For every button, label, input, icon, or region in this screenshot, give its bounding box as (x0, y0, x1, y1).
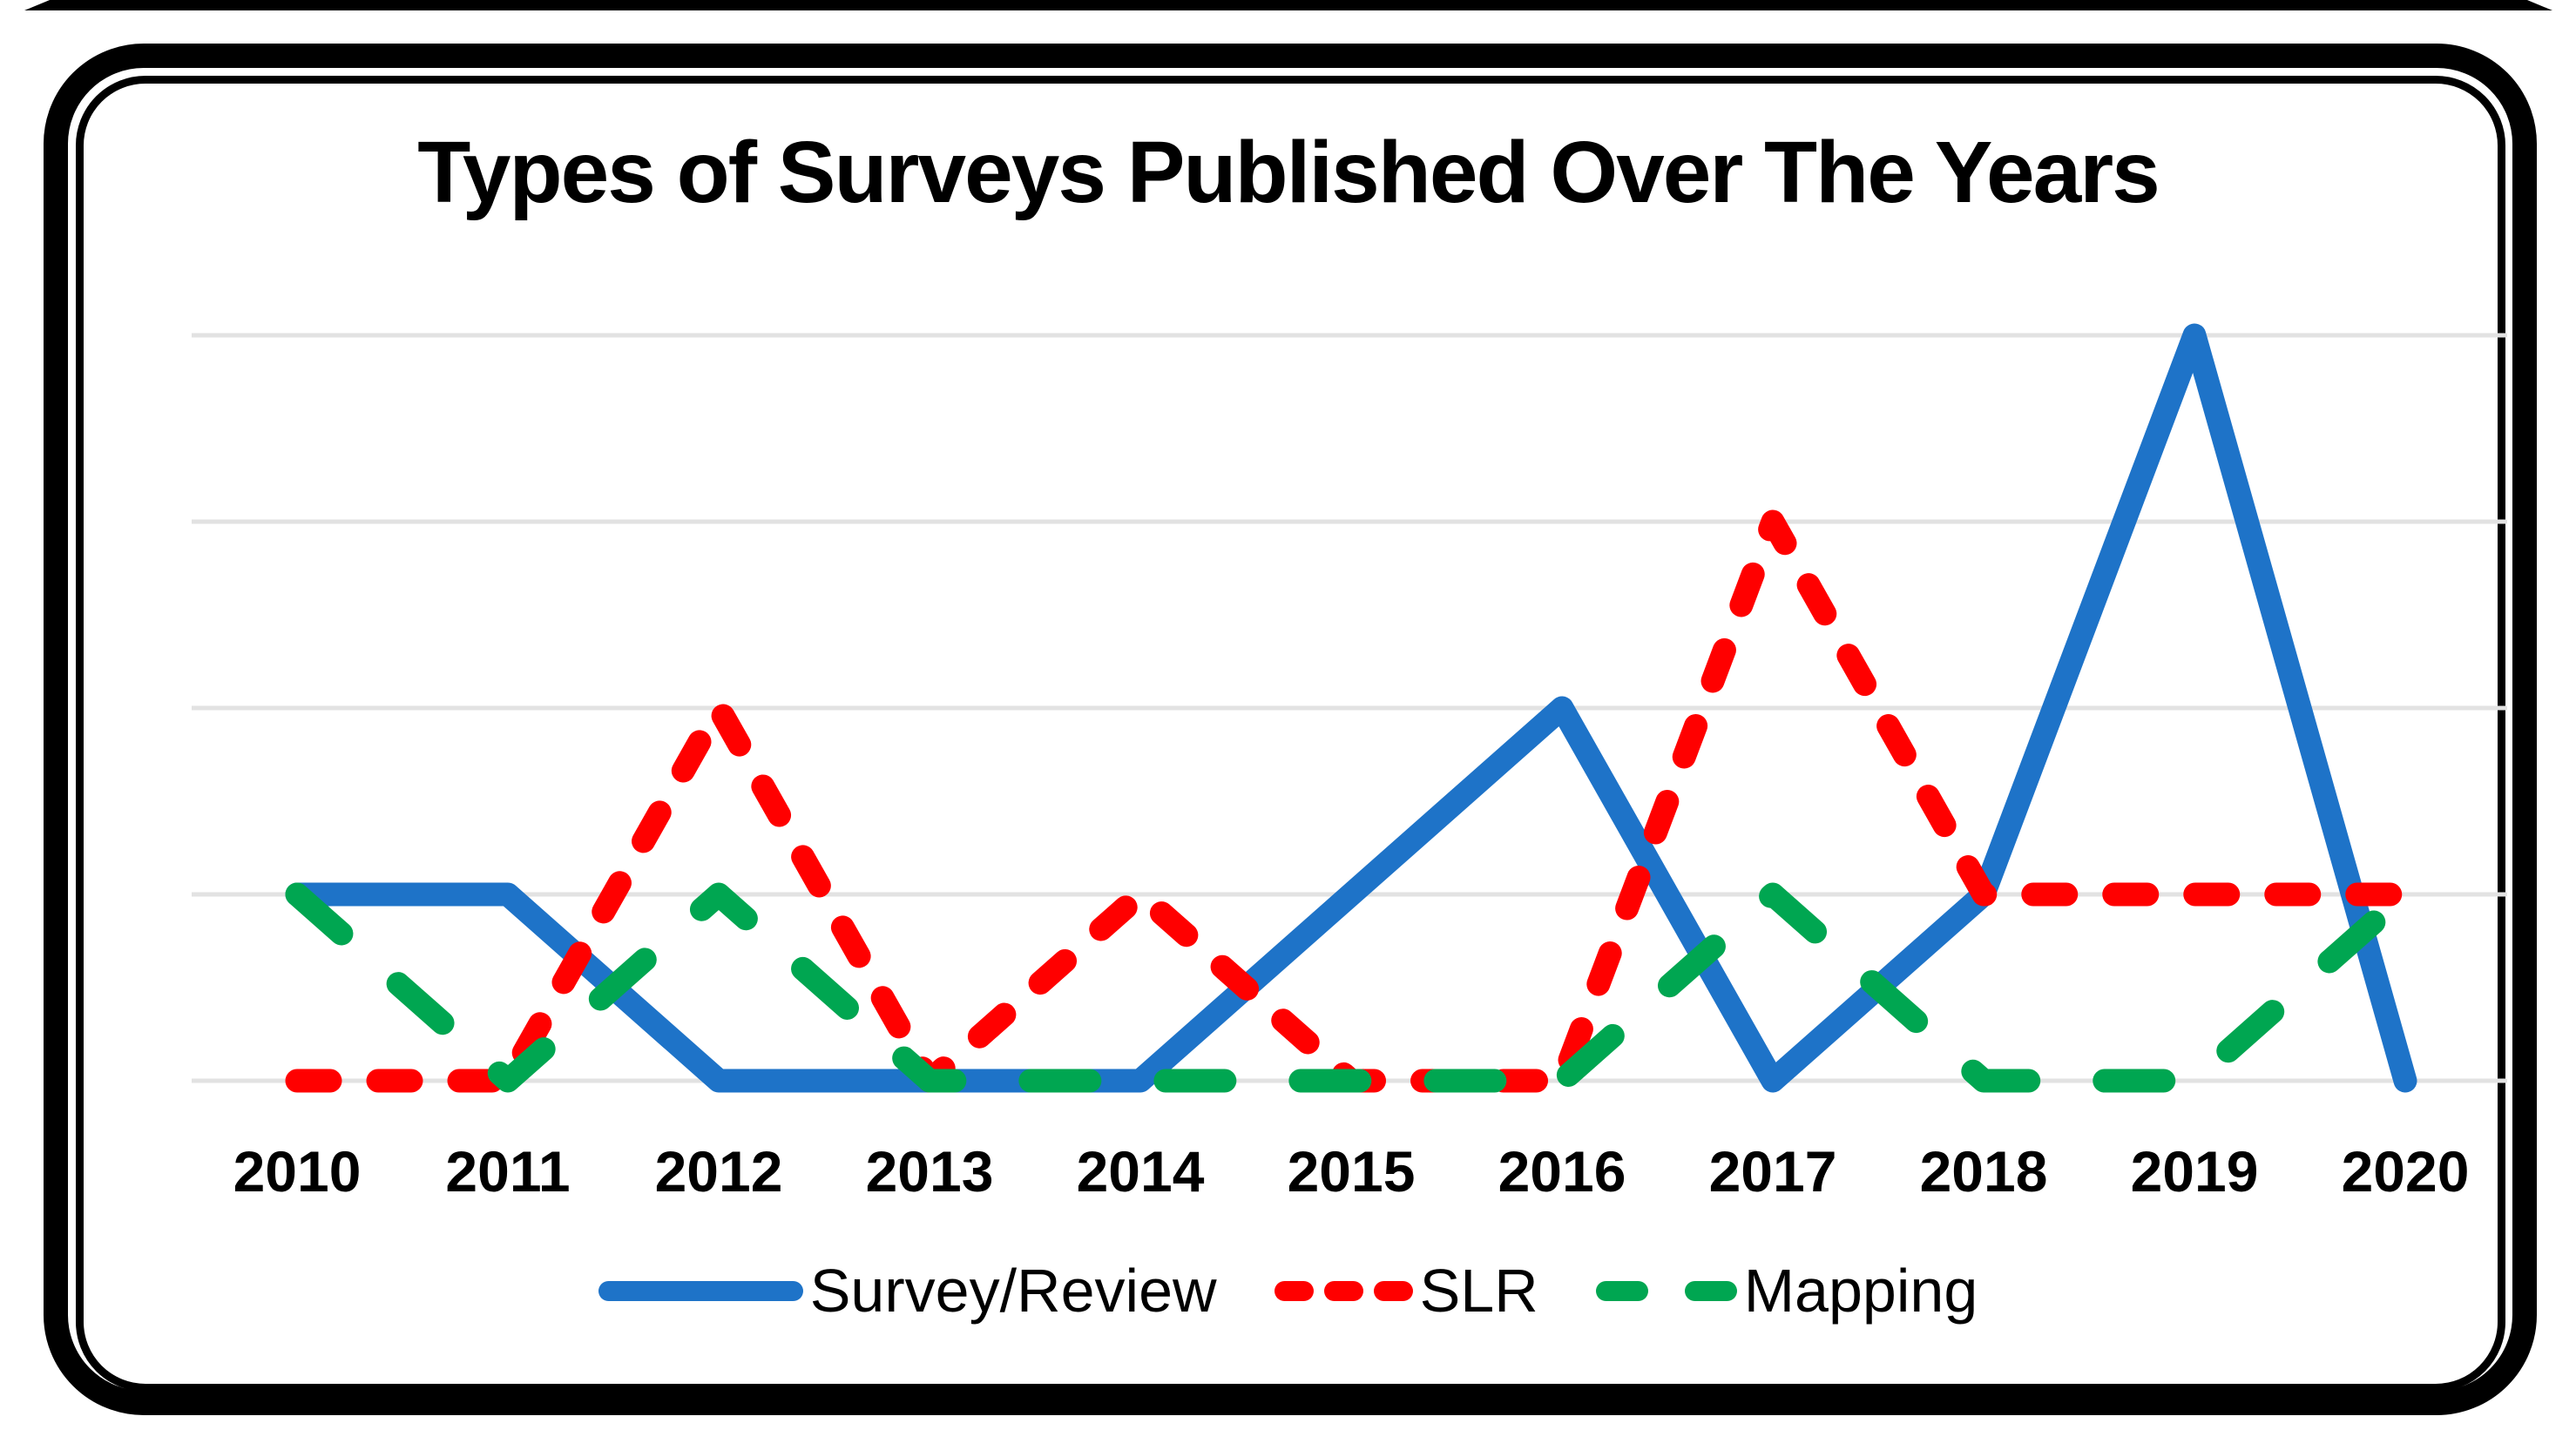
legend-item-mapping: Mapping (1595, 1257, 1978, 1325)
legend-label-survey-review: Survey/Review (809, 1257, 1217, 1325)
figure-frame-outer (44, 44, 2537, 1415)
x-axis-label-2012: 2012 (654, 1139, 783, 1204)
x-axis-label-2011: 2011 (445, 1139, 571, 1204)
chart-legend: Survey/Review SLR Mapping (0, 1247, 2576, 1334)
figure-frame-inner (76, 76, 2505, 1392)
top-rule (24, 0, 2552, 10)
series-line-mapping (285, 882, 2417, 1093)
x-axis-label-2014: 2014 (1076, 1139, 1205, 1204)
x-axis-label-2018: 2018 (1919, 1139, 2048, 1204)
legend-swatch-dash-icon (1274, 1280, 1413, 1301)
legend-label-slr: SLR (1419, 1257, 1538, 1325)
x-axis-label-2016: 2016 (1498, 1139, 1626, 1204)
legend-swatch-segment (1274, 1280, 1314, 1301)
series-line-survey-review (285, 323, 2417, 1093)
legend-swatch-segment (1595, 1280, 1648, 1301)
x-axis-label-2017: 2017 (1708, 1139, 1837, 1204)
legend-item-slr: SLR (1274, 1260, 1538, 1321)
x-axis-label-2020: 2020 (2341, 1139, 2470, 1204)
legend-swatch-segment (1373, 1280, 1413, 1301)
legend-label-mapping: Mapping (1743, 1257, 1978, 1325)
x-axis-label-2015: 2015 (1287, 1139, 1416, 1204)
legend-swatch-segment (1684, 1280, 1737, 1301)
legend-swatch-segment (1323, 1280, 1363, 1301)
legend-item-survey-review: Survey/Review (598, 1260, 1217, 1321)
x-axis-label-2010: 2010 (233, 1139, 362, 1204)
legend-swatch-segment (598, 1280, 803, 1301)
legend-swatch-solid-icon (598, 1280, 803, 1301)
legend-swatch-long-dash-icon (1595, 1280, 1737, 1301)
x-axis-label-2019: 2019 (2130, 1139, 2259, 1204)
x-axis-label-2013: 2013 (865, 1139, 994, 1204)
chart-title: Types of Surveys Published Over The Year… (417, 124, 2160, 221)
